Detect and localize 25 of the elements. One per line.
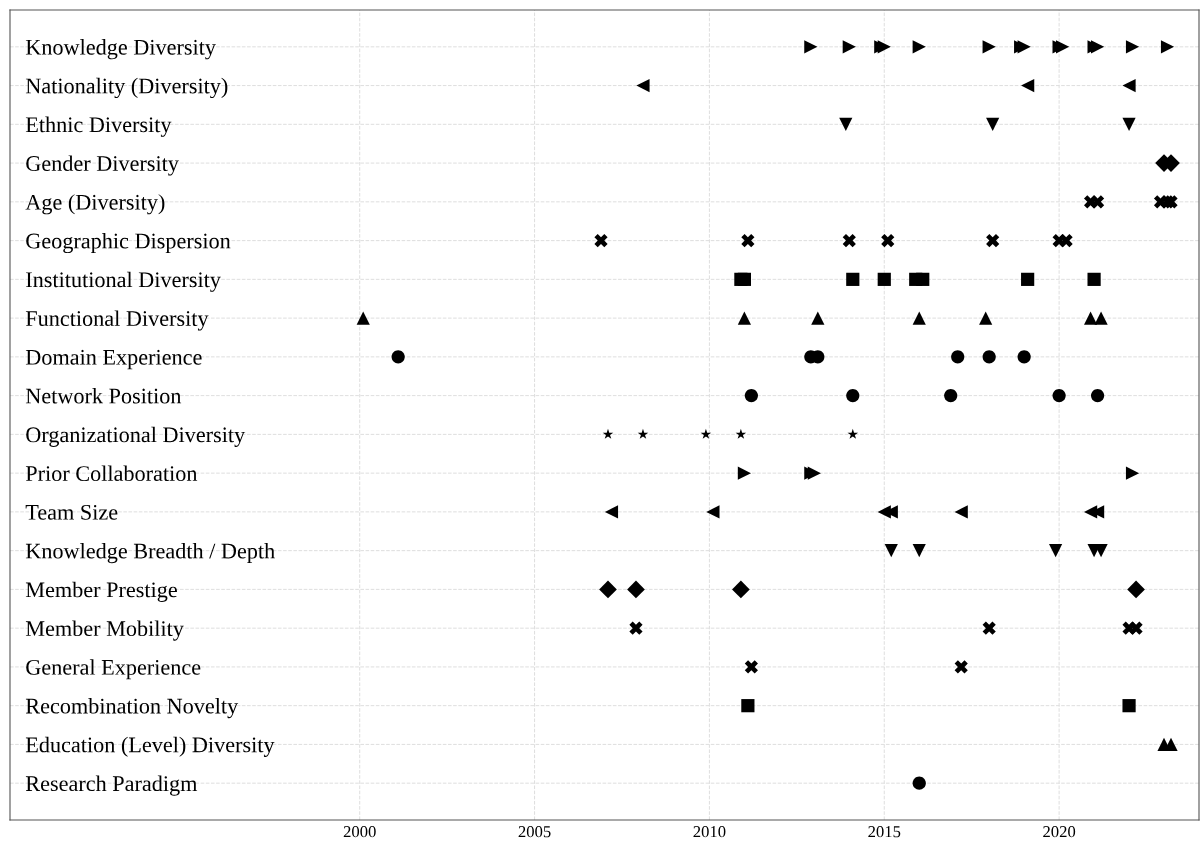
x-tick-label: 2010 <box>693 826 726 838</box>
y-tick-label: Domain Experience <box>25 349 202 370</box>
y-tick-label: Team Size <box>25 504 118 520</box>
y-tick-label: Research Paradigm <box>25 775 198 796</box>
x-tick-label: 2000 <box>343 826 376 838</box>
y-tick-label: Knowledge Diversity <box>25 39 216 60</box>
y-tick-label: Institutional Diversity <box>26 271 221 292</box>
y-tick-label: General Experience <box>26 659 201 680</box>
y-tick-label: Member Prestige <box>25 581 177 602</box>
y-tick-label: Recombination Novelty <box>25 697 239 719</box>
x-tick-label: 2005 <box>518 826 551 838</box>
y-tick-label: Functional Diversity <box>25 310 209 331</box>
y-tick-label: Network Position <box>25 387 182 404</box>
y-tick-label: Prior Collaboration <box>25 465 198 482</box>
y-tick-label: Knowledge Breadth / Depth <box>25 542 275 564</box>
y-tick-label: Geographic Dispersion <box>26 232 231 254</box>
x-tick-label: 2015 <box>868 826 901 838</box>
y-tick-label: Age (Diversity) <box>25 194 165 215</box>
x-tick-label: 2020 <box>1043 826 1076 838</box>
y-tick-label: Member Mobility <box>25 620 184 641</box>
y-tick-label: Gender Diversity <box>26 155 179 176</box>
y-tick-label: Nationality (Diversity) <box>25 77 228 99</box>
y-tick-label: Organizational Diversity <box>26 426 246 447</box>
y-tick-label: Education (Level) Diversity <box>25 736 275 757</box>
y-tick-label: Ethnic Diversity <box>25 116 172 137</box>
